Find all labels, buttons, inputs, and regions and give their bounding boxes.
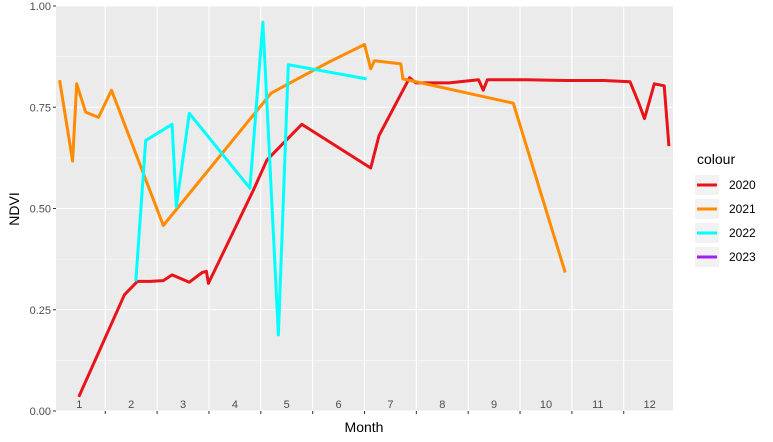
x-tick-label: 11 (592, 399, 603, 411)
major-grid (56, 5, 673, 412)
x-tick-label: 3 (180, 399, 186, 411)
legend-label-2020: 2020 (729, 178, 756, 192)
x-tick-label: 4 (232, 399, 238, 411)
y-axis-ticks: 0.00 0.25 0.50 0.75 1.00 (30, 1, 56, 418)
x-tick-label: 9 (491, 399, 497, 411)
x-tick-label: 5 (284, 399, 290, 411)
y-tick-label: 1.00 (30, 1, 51, 13)
y-axis-title: NDVI (6, 192, 22, 225)
legend-label-2023: 2023 (729, 250, 756, 264)
y-tick-label: 0.75 (30, 102, 51, 114)
legend-title: colour (697, 151, 735, 167)
legend: colour 2020 2021 2022 2023 (695, 151, 756, 267)
x-tick-label: 6 (336, 399, 342, 411)
y-tick-label: 0.00 (30, 406, 51, 418)
x-tick-label: 7 (387, 399, 393, 411)
series-line-2021 (58, 43, 567, 273)
y-tick-label: 0.50 (30, 204, 51, 216)
x-tick-label: 8 (439, 399, 445, 411)
y-tick-label: 0.25 (30, 305, 51, 317)
legend-label-2021: 2021 (729, 202, 756, 216)
series-line-2022 (134, 20, 367, 337)
x-axis-ticks: 1 2 3 4 5 6 7 8 9 10 11 12 (76, 399, 656, 414)
series-line-2020 (77, 76, 671, 398)
x-tick-label: 1 (76, 399, 82, 411)
series-lines (58, 20, 671, 398)
x-tick-label: 2 (128, 399, 134, 411)
x-axis-title: Month (345, 419, 384, 435)
x-tick-label: 10 (540, 399, 552, 411)
x-tick-label: 12 (644, 399, 656, 411)
legend-label-2022: 2022 (729, 226, 756, 240)
